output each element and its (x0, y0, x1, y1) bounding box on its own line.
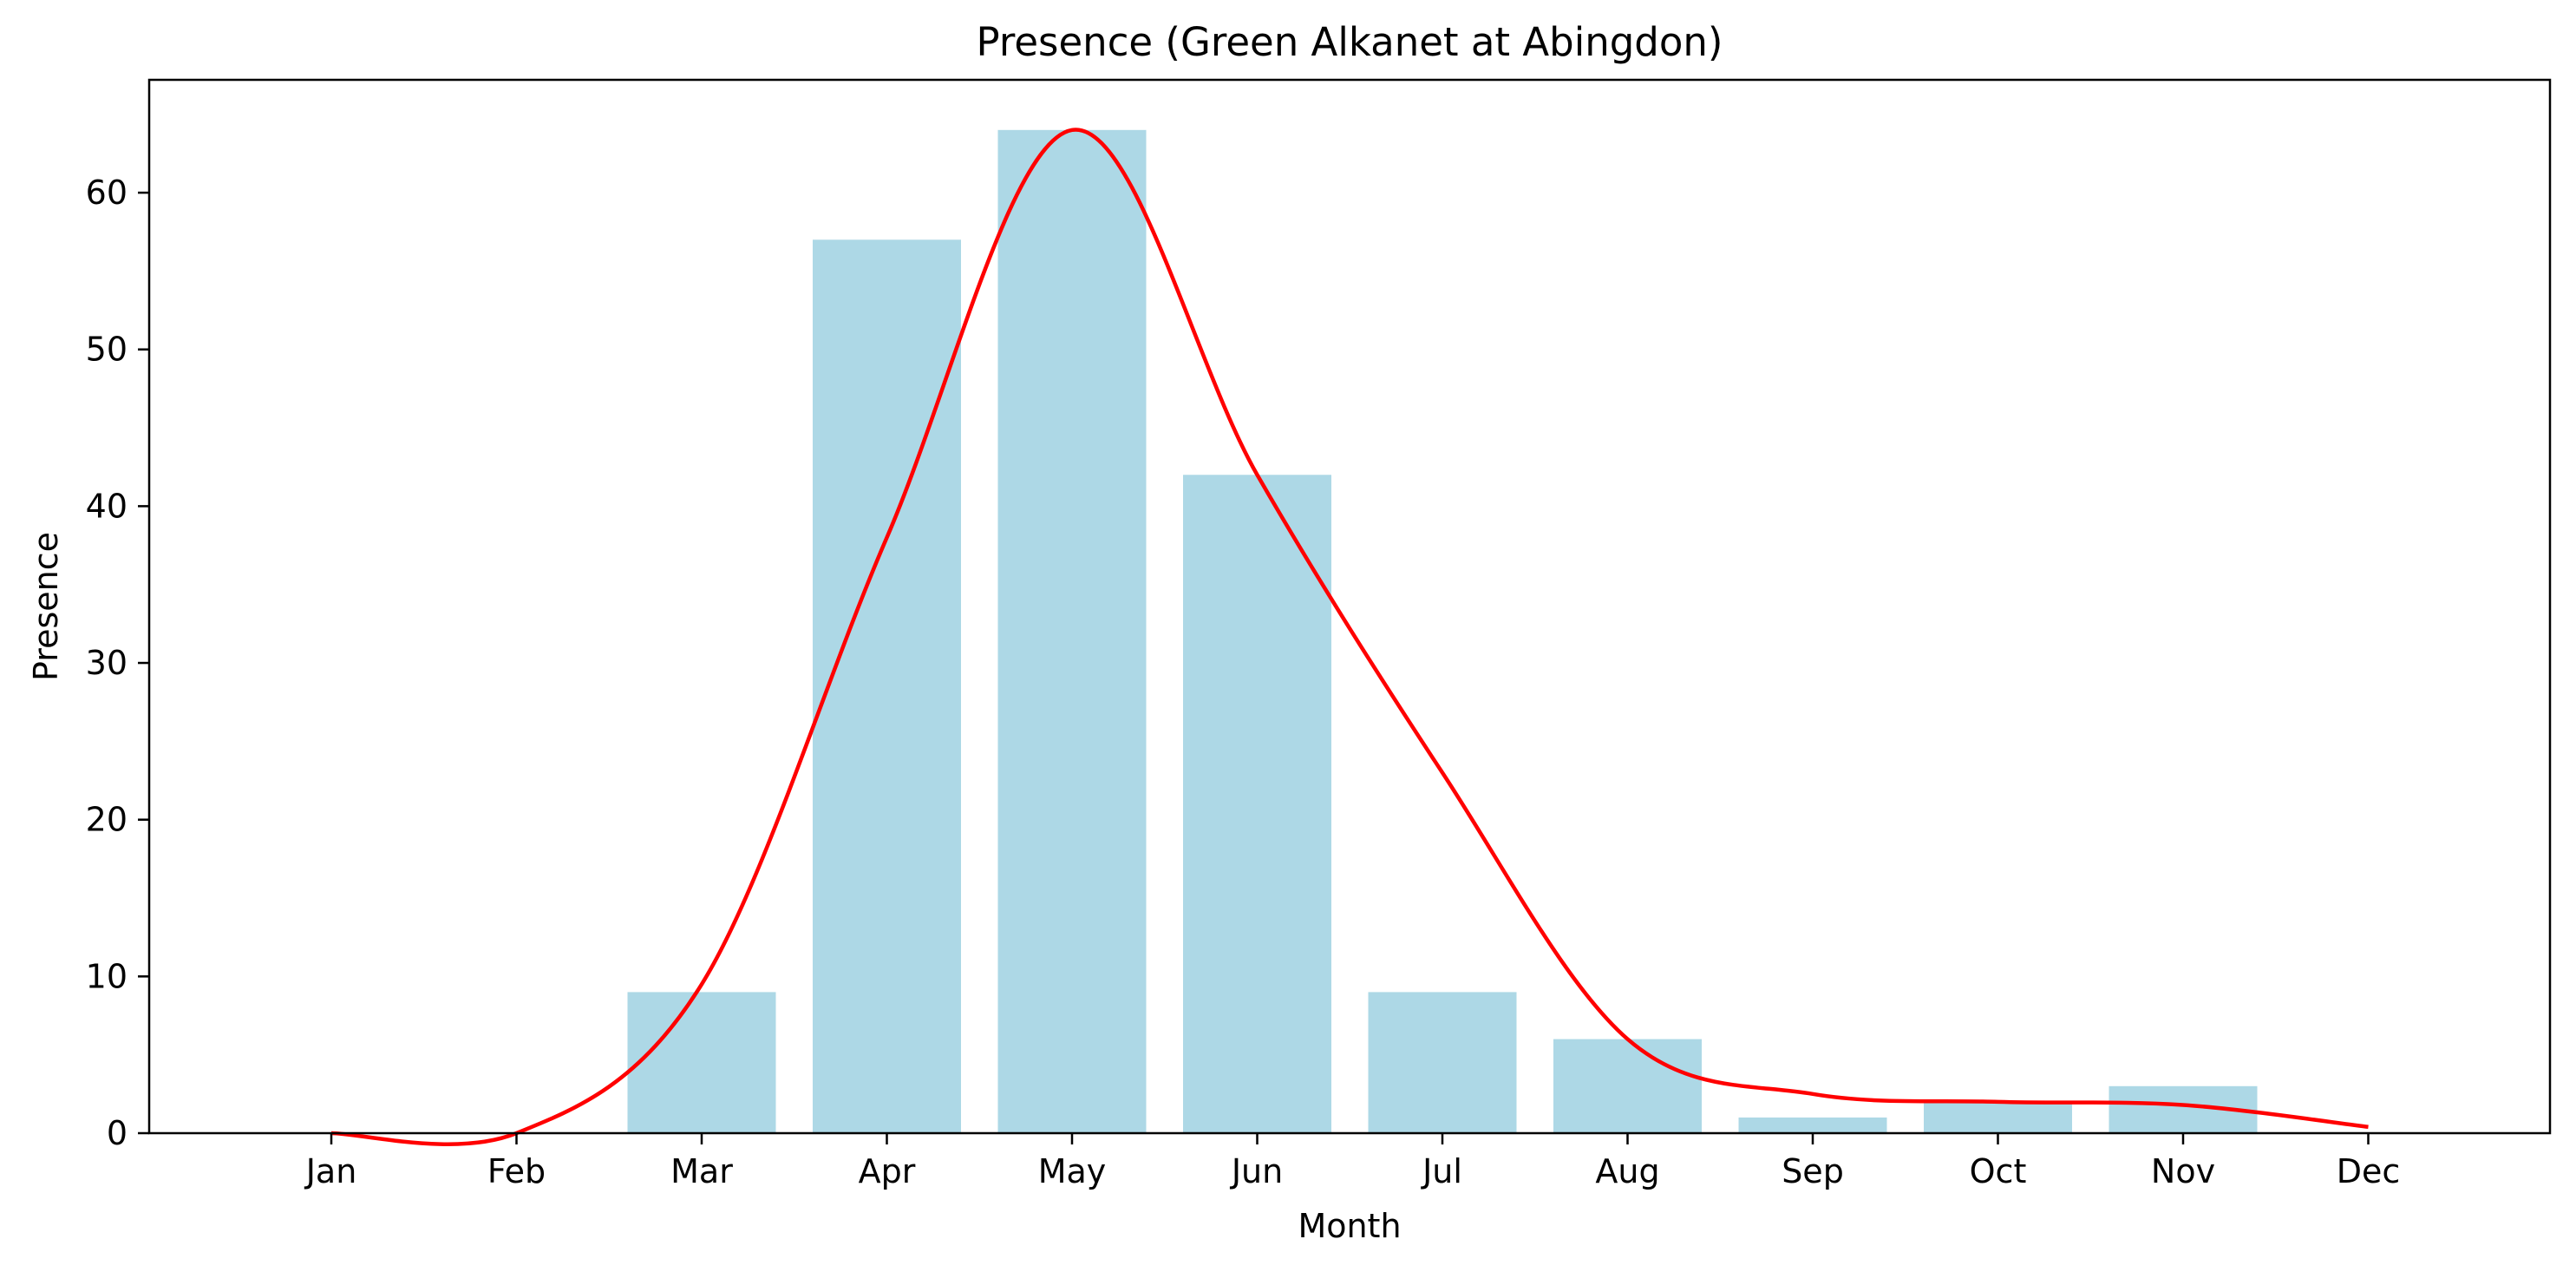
y-axis-title: Presence (27, 532, 65, 681)
y-tick-label: 60 (86, 174, 127, 212)
x-tick-label: Dec (2337, 1152, 2401, 1190)
bar-apr (813, 239, 961, 1134)
x-tick-label: Sep (1782, 1152, 1844, 1190)
y-axis: 0 10 20 30 40 50 60 (86, 174, 149, 1152)
x-tick-label: Jul (1421, 1152, 1462, 1190)
x-axis-title: Month (1298, 1207, 1401, 1245)
bar-oct (1924, 1101, 2072, 1133)
x-tick-label: Nov (2151, 1152, 2215, 1190)
y-tick-label: 20 (86, 801, 127, 839)
x-tick-label: Aug (1595, 1152, 1659, 1190)
x-tick-label: Apr (859, 1152, 916, 1190)
bar-jul (1368, 992, 1517, 1133)
trend-line (330, 128, 2369, 1146)
x-tick-label: Jan (304, 1152, 357, 1190)
chart-title: Presence (Green Alkanet at Abingdon) (977, 19, 1723, 65)
trend-line-group (330, 128, 2369, 1146)
y-tick-label: 10 (86, 957, 127, 995)
y-tick-label: 30 (86, 644, 127, 682)
y-tick-label: 40 (86, 487, 127, 525)
x-tick-label: Mar (670, 1152, 733, 1190)
plot-frame (147, 78, 2552, 1135)
bar-sep (1738, 1117, 1887, 1133)
x-tick-label: May (1038, 1152, 1107, 1190)
x-tick-label: Jun (1230, 1152, 1283, 1190)
x-tick-label: Feb (487, 1152, 546, 1190)
x-tick-label: Oct (1970, 1152, 2027, 1190)
bar-aug (1553, 1039, 1702, 1133)
x-axis: Jan Feb Mar Apr May Jun Jul Aug Sep Oct Nov Dec (304, 1133, 2401, 1190)
y-tick-label: 0 (107, 1114, 127, 1152)
bar-jun (1183, 475, 1331, 1133)
bar-group (627, 129, 2258, 1134)
y-tick-label: 50 (86, 331, 127, 369)
bar-may (997, 129, 1147, 1133)
bar-mar (627, 992, 776, 1133)
